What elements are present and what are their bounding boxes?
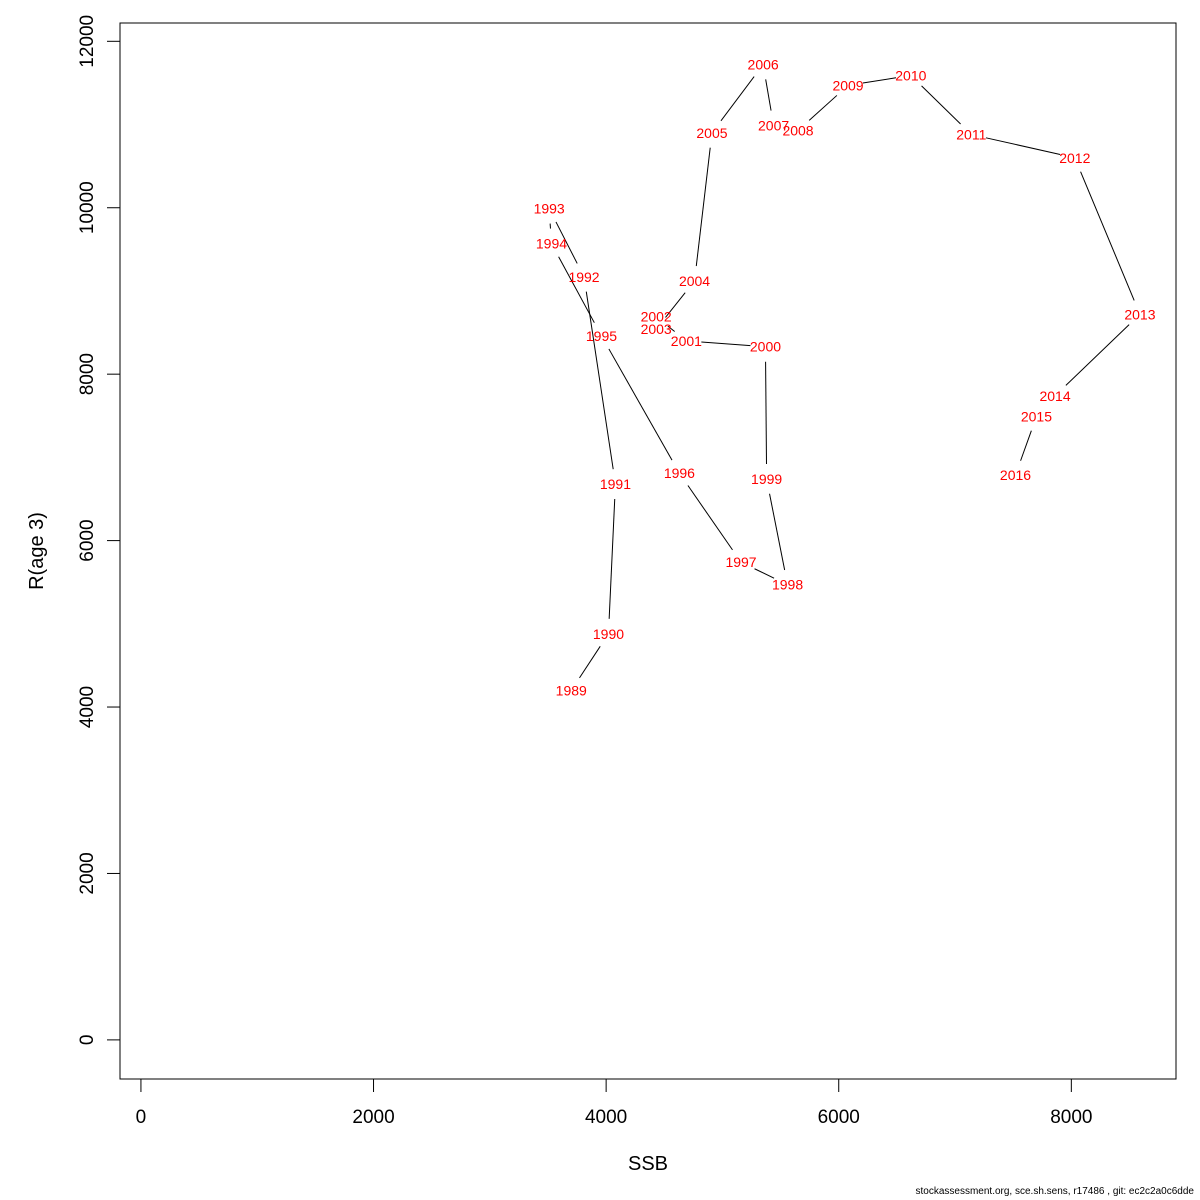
series-segment (1020, 430, 1032, 461)
series-segment (862, 77, 897, 84)
series-segment (808, 95, 838, 121)
year-label: 2011 (956, 127, 986, 143)
y-tick-label: 4000 (77, 686, 98, 728)
series-segment (769, 493, 786, 571)
year-label: 2004 (679, 273, 710, 289)
year-label: 2007 (758, 117, 789, 133)
year-label: 1990 (593, 626, 624, 642)
y-tick-label: 12000 (77, 15, 98, 68)
year-label: 2010 (895, 67, 926, 83)
year-label: 1991 (600, 476, 631, 492)
series-segment (765, 79, 772, 111)
y-tick-label: 6000 (77, 519, 98, 561)
year-labels: 1989 1990 1991 1992 1993 1994 1995 1996 1997 1998… (534, 57, 1156, 699)
year-label: 2000 (750, 339, 781, 355)
y-tick-label: 0 (77, 1035, 98, 1046)
year-label: 1996 (664, 465, 695, 481)
series-segment (1080, 171, 1135, 301)
year-label: 2001 (671, 333, 702, 349)
year-label: 1995 (586, 328, 617, 344)
x-tick-label: 2000 (352, 1107, 394, 1128)
x-tick-label: 4000 (585, 1107, 627, 1128)
year-label: 2003 (641, 321, 672, 337)
series-segment (585, 291, 614, 470)
year-label: 2013 (1124, 306, 1155, 322)
series-segment (1065, 324, 1130, 386)
series-segment (608, 498, 616, 619)
x-axis-title: SSB (628, 1153, 668, 1175)
y-axis: 0 2000 4000 6000 8000 10000 12000 (77, 15, 121, 1046)
series-segment (701, 341, 751, 347)
series-segment (555, 221, 578, 264)
footer-credit: stockassessment.org, sce.sh.sens, r17486… (915, 1186, 1195, 1197)
year-label: 1993 (534, 201, 565, 217)
series-segment (579, 646, 601, 679)
series-segment (665, 292, 686, 318)
year-label: 2012 (1059, 150, 1090, 166)
y-tick-label: 8000 (77, 353, 98, 395)
x-axis: 0 2000 4000 6000 8000 (136, 1078, 1092, 1128)
series-segment (754, 568, 775, 579)
x-tick-label: 8000 (1050, 1107, 1092, 1128)
year-label: 2009 (832, 77, 863, 93)
series-segment (720, 76, 755, 122)
year-label: 2006 (748, 57, 779, 73)
year-label: 1997 (725, 554, 756, 570)
year-label: 1992 (568, 269, 599, 285)
series-path (549, 76, 1135, 679)
y-tick-label: 2000 (77, 852, 98, 894)
year-label: 2005 (696, 125, 727, 141)
series-segment (921, 85, 961, 125)
series-segment (608, 348, 673, 461)
year-label: 2014 (1039, 388, 1070, 404)
y-axis-title: R(age 3) (26, 512, 48, 590)
x-tick-label: 6000 (818, 1107, 860, 1128)
series-segment (667, 325, 675, 332)
plot-frame (119, 22, 1177, 1080)
year-label: 2015 (1021, 409, 1052, 425)
year-label: 2002 (641, 309, 672, 325)
year-label: 1999 (751, 471, 782, 487)
y-tick-label: 10000 (77, 181, 98, 234)
series-segment (558, 256, 595, 323)
series-segment (695, 147, 711, 267)
year-label: 2008 (782, 122, 813, 138)
year-label: 2016 (1000, 467, 1031, 483)
x-tick-label: 0 (136, 1107, 147, 1128)
year-label: 1998 (772, 577, 803, 593)
series-segment (765, 361, 767, 465)
year-label: 1989 (556, 682, 587, 698)
series-segment (687, 485, 733, 551)
year-label: 1994 (536, 236, 567, 252)
series-segment (985, 137, 1061, 156)
